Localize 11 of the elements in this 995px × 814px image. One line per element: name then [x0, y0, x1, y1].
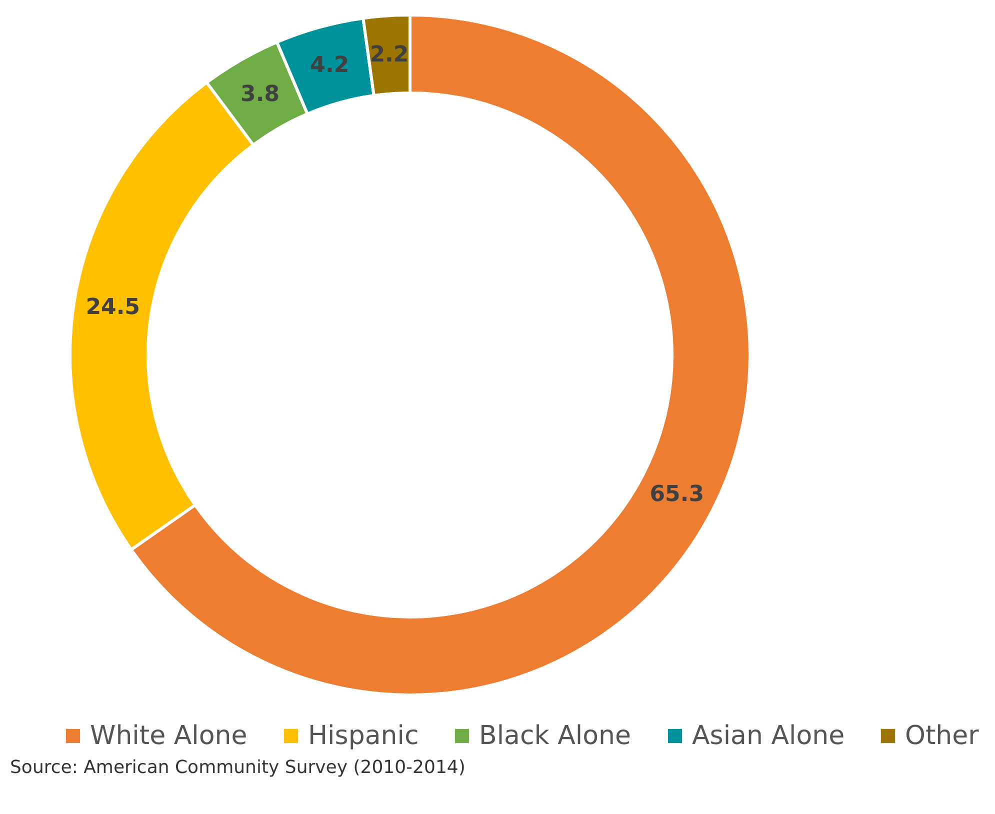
- legend-label: Asian Alone: [692, 721, 845, 751]
- data-label: 3.8: [240, 82, 280, 108]
- source-note: Source: American Community Survey (2010-2014): [10, 757, 466, 778]
- data-label: 65.3: [650, 482, 704, 508]
- data-label: 2.2: [370, 42, 409, 68]
- data-label: 24.5: [86, 294, 140, 320]
- legend-label: White Alone: [90, 721, 248, 751]
- legend-label: Hispanic: [308, 721, 419, 751]
- data-label: 4.2: [310, 52, 350, 78]
- legend-label: Other: [905, 721, 980, 751]
- legend-label: Black Alone: [479, 721, 632, 751]
